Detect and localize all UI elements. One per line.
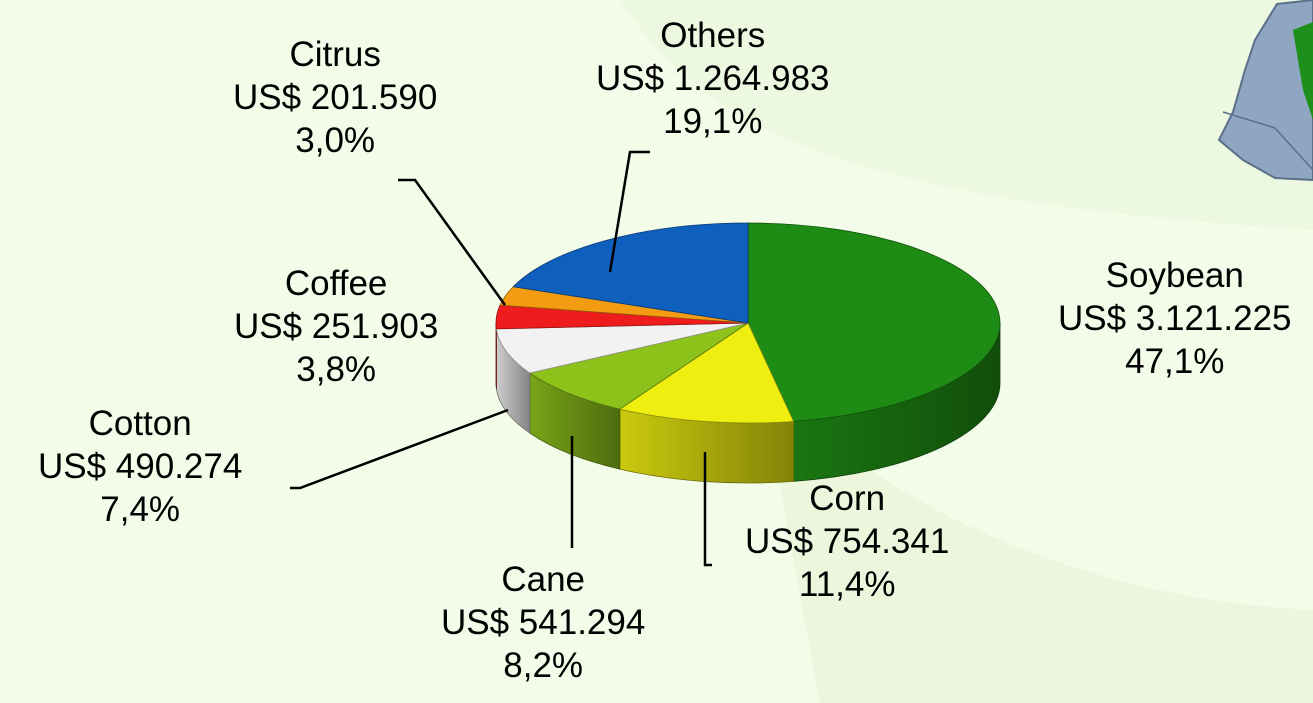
leader-line-cotton	[290, 408, 509, 490]
pie-slice-cotton	[495, 322, 749, 374]
pie-slice-corn	[618, 322, 795, 424]
slice-label-value-text: US$ 754.341	[745, 522, 950, 561]
slice-label-citrus: Citrus US$ 201.590 3,0%	[233, 33, 437, 162]
slice-label-value-text: US$ 1.264.983	[596, 59, 830, 98]
slice-label-cane: Cane US$ 541.294 8,2%	[441, 558, 645, 687]
slice-label-percent-text: 8,2%	[503, 646, 584, 685]
slice-label-percent-text: 3,0%	[295, 121, 376, 160]
slice-label-percent-text: 47,1%	[1125, 342, 1225, 381]
slice-label-percent-text: 19,1%	[663, 102, 763, 141]
slice-label-label: Citrus	[289, 35, 381, 74]
slice-label-value-text: US$ 251.903	[234, 307, 439, 346]
pie-sides	[495, 322, 1001, 484]
slice-label-percent-text: 3,8%	[296, 350, 377, 389]
leader-lines	[290, 150, 712, 567]
slice-label-value-text: US$ 3.121.225	[1058, 299, 1292, 338]
slice-label-corn: Corn US$ 754.341 11,4%	[745, 477, 949, 606]
slice-label-label: Coffee	[284, 264, 388, 303]
slice-label-coffee: Coffee US$ 251.903 3,8%	[234, 262, 438, 391]
slice-label-label: Cotton	[88, 404, 192, 443]
slice-label-percent-text: 11,4%	[798, 565, 896, 604]
slice-label-value-text: US$ 541.294	[441, 603, 646, 642]
slice-label-soybean: Soybean US$ 3.121.225 47,1%	[1058, 254, 1292, 383]
pie-slice-soybean	[747, 222, 1001, 422]
slice-label-label: Others	[660, 16, 766, 55]
pie-tops	[495, 222, 1001, 424]
pie-slice-cane	[528, 322, 749, 410]
slice-label-label: Corn	[809, 479, 886, 518]
map-decoration-icon	[1217, 0, 1313, 182]
slice-label-others: Others US$ 1.264.983 19,1%	[596, 14, 830, 143]
slice-label-percent-text: 7,4%	[100, 490, 181, 529]
slice-label-value-text: US$ 201.590	[233, 78, 438, 117]
slice-label-cotton: Cotton US$ 490.274 7,4%	[38, 402, 242, 531]
leader-line-corn	[703, 452, 712, 567]
leader-line-others	[608, 150, 650, 273]
slice-label-label: Cane	[501, 560, 585, 599]
pie-slice-others	[512, 222, 749, 324]
slice-label-label: Soybean	[1105, 256, 1244, 295]
slice-label-value-text: US$ 490.274	[38, 447, 243, 486]
leader-line-citrus	[398, 178, 507, 306]
